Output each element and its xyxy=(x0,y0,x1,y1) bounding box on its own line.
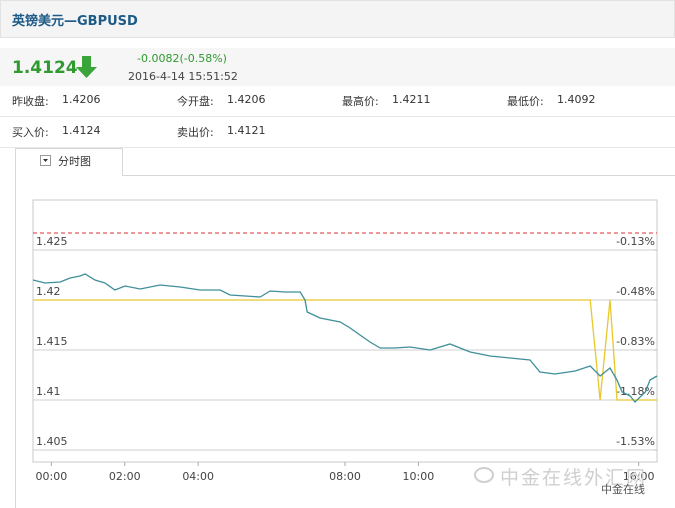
stats-row xyxy=(0,86,675,117)
stat-value: 1.4211 xyxy=(392,93,431,106)
stat-label: 卖出价: xyxy=(177,126,214,139)
stats-row xyxy=(0,117,675,148)
stat-label: 最低价: xyxy=(507,95,544,108)
y2-tick-label: -0.48% xyxy=(616,285,655,298)
title: 英镑美元—GBPUSD xyxy=(12,14,138,29)
y2-tick-label: -0.13% xyxy=(616,235,655,248)
price: 1.4124 xyxy=(12,58,78,78)
x-tick-label: 04:00 xyxy=(182,470,214,483)
price-line xyxy=(32,273,658,403)
y2-tick-label: -1.18% xyxy=(616,385,655,398)
y-tick-label: 1.41 xyxy=(36,385,61,398)
title-bar xyxy=(0,0,675,38)
y-tick-label: 1.42 xyxy=(36,285,61,298)
chart: 1.425 1.42 1.415 1.41 1.405 -0.13% -0.48% -0.83… xyxy=(32,199,658,483)
y2-tick-label: -0.83% xyxy=(616,335,655,348)
chart-panel xyxy=(15,175,675,508)
watermark: 中金在线 xyxy=(601,483,645,496)
x-tick-label: 16:00 xyxy=(623,470,655,483)
down-arrow xyxy=(76,56,97,78)
tab-icon xyxy=(40,155,51,166)
stat-value: 1.4092 xyxy=(557,93,596,106)
stat-value: 1.4124 xyxy=(62,124,101,137)
watermark: 中金在线外汇网 xyxy=(500,467,648,489)
wechat-icon xyxy=(474,467,494,483)
tab[interactable] xyxy=(15,148,123,176)
stat-label: 昨收盘: xyxy=(12,95,49,108)
time: 2016-4-14 15:51:52 xyxy=(128,70,238,83)
price-bar xyxy=(0,48,675,86)
stat-value: 1.4206 xyxy=(62,93,101,106)
change: -0.0082(-0.58%) xyxy=(137,52,227,65)
plot-frame xyxy=(32,199,658,463)
stat-label: 今开盘: xyxy=(177,95,214,108)
x-tick-label: 08:00 xyxy=(329,470,361,483)
y-tick-label: 1.425 xyxy=(36,235,68,248)
stat-label: 最高价: xyxy=(342,95,379,108)
x-tick-label: 02:00 xyxy=(109,470,141,483)
stat-value: 1.4206 xyxy=(227,93,266,106)
tab-label[interactable]: 分时图 xyxy=(58,155,91,168)
stat-value: 1.4121 xyxy=(227,124,266,137)
stat-label: 买入价: xyxy=(12,126,49,139)
x-tick-label: 00:00 xyxy=(36,470,68,483)
y-tick-label: 1.415 xyxy=(36,335,68,348)
price-line xyxy=(33,299,657,401)
x-tick-label: 10:00 xyxy=(403,470,435,483)
y2-tick-label: -1.53% xyxy=(616,435,655,448)
y-tick-label: 1.405 xyxy=(36,435,68,448)
